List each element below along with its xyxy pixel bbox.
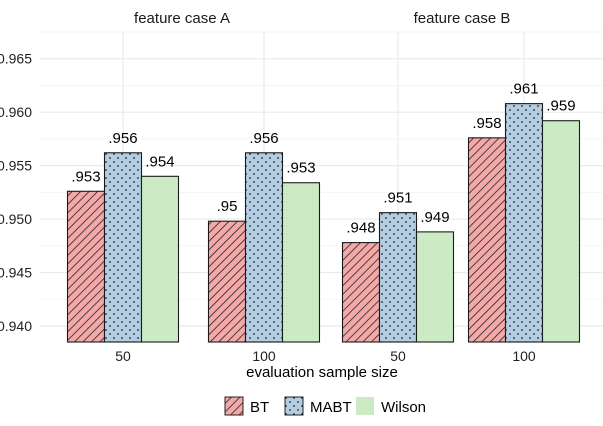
legend: BT MABT Wilson [224,396,426,416]
data-label: .956 [108,130,137,147]
bar-bt [467,137,507,343]
y-tick-label: 0.945 [0,265,32,281]
x-tick-label: 100 [512,348,536,364]
legend-label-mabt: MABT [310,399,352,416]
data-label: .954 [145,153,174,170]
bar-mabt [378,212,418,343]
bar-wilson [541,120,581,343]
y-tick-label: 0.940 [0,318,32,334]
legend-label-wilson: Wilson [381,399,426,416]
panel-title-a: feature case A [134,10,230,27]
y-tick-label: 0.960 [0,104,32,120]
legend-swatch-bt [224,396,244,416]
panel-title-b: feature case B [414,10,511,27]
data-label: .959 [546,98,575,115]
bar-bt [341,242,381,343]
data-label: .95 [217,198,238,215]
bar-mabt [103,152,143,343]
bar-bt [66,190,106,343]
legend-label-bt: BT [250,399,269,416]
x-tick-label: 50 [390,348,406,364]
bar-wilson [281,182,321,343]
data-label: .961 [509,81,538,98]
x-tick-label: 50 [115,348,131,364]
x-axis-title: evaluation sample size [246,364,398,381]
bar-bt [207,220,247,343]
data-label: .949 [420,209,449,226]
data-label: .953 [286,160,315,177]
legend-swatch-wilson [356,397,374,415]
bar-mabt [504,103,544,343]
y-tick-label: 0.955 [0,158,32,174]
data-label: .948 [346,220,375,237]
x-tick-label: 100 [252,348,276,364]
y-tick-label: 0.965 [0,51,32,67]
data-label: .958 [472,115,501,132]
bar-mabt [244,152,284,343]
data-label: .953 [71,168,100,185]
legend-swatch-mabt [284,396,304,416]
y-tick-label: 0.950 [0,211,32,227]
bar-wilson [415,231,455,343]
data-label: .956 [249,130,278,147]
data-label: .951 [383,190,412,207]
bar-wilson [140,175,180,343]
